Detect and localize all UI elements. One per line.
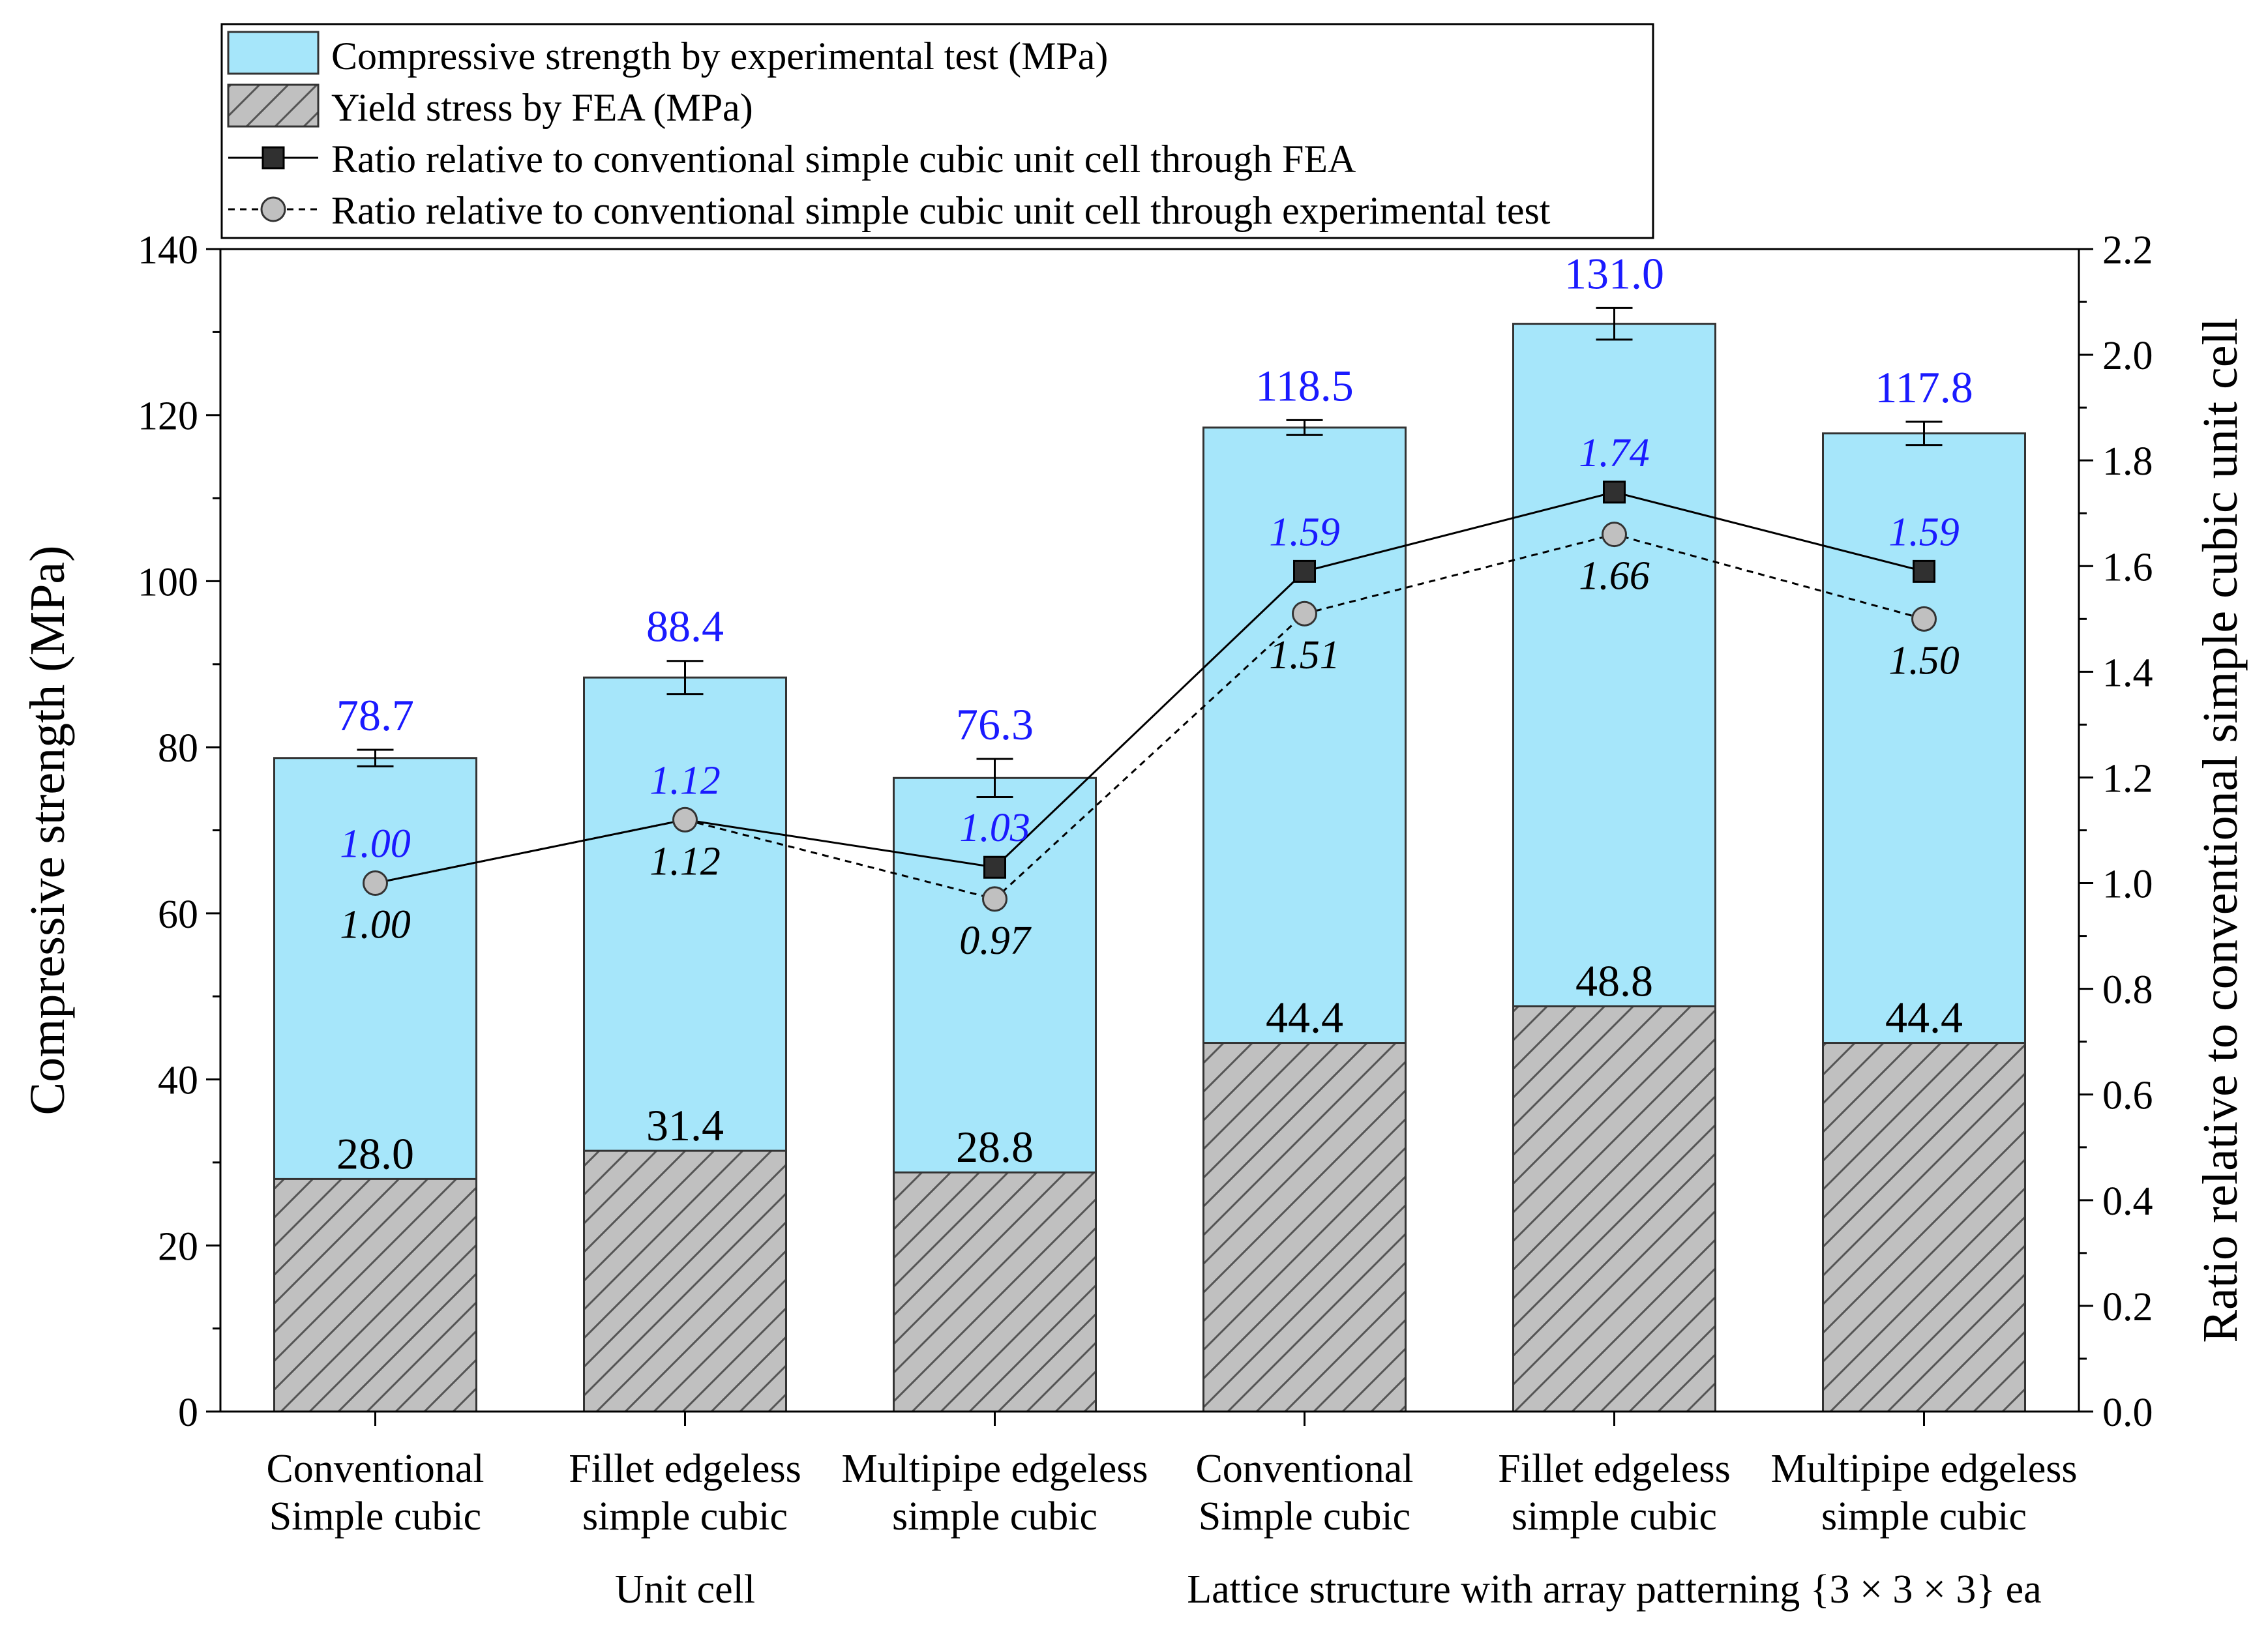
ratio-lines-layer: [363, 481, 1937, 912]
fea-ratio-line: [375, 491, 1924, 885]
fea-value-label: 44.4: [1266, 993, 1343, 1043]
y2-tick-label: 1.0: [2102, 863, 2153, 907]
error-bar-3: [976, 758, 1013, 799]
fea-bar-5: [1512, 1005, 1716, 1413]
fea-value-label: 44.4: [1885, 993, 1963, 1043]
y2-axis-title: Ratio relative to conventional simple cu…: [2193, 318, 2248, 1342]
fea-bar-3: [893, 1171, 1097, 1413]
fea-ratio-label: 1.74: [1579, 431, 1650, 475]
y-tick-label: 80: [158, 726, 198, 771]
x-tick-label-line1: Conventional: [1195, 1447, 1413, 1491]
experimental-ratio-point-2: [672, 807, 698, 833]
x-tick-label-line2: Simple cubic: [269, 1494, 481, 1539]
y2-tick-label: 1.4: [2102, 651, 2153, 695]
error-bar-1: [357, 748, 394, 767]
x-tick-label-line1: Fillet edgeless: [1498, 1447, 1730, 1491]
y2-tick-label: 2.0: [2102, 334, 2153, 378]
x-tick-label-line2: simple cubic: [582, 1494, 788, 1539]
experimental-ratio-point-1: [363, 870, 388, 896]
error-bar-6: [1905, 421, 1943, 447]
y2-tick-label: 1.6: [2102, 545, 2153, 589]
legend-entry-label: Ratio relative to conventional simple cu…: [331, 138, 1356, 181]
legend: Compressive strength by experimental tes…: [220, 23, 1654, 239]
legend-swatch-fea: [227, 83, 320, 128]
fea-bar-6: [1822, 1042, 2026, 1413]
fea-ratio-point-6: [1913, 559, 1935, 583]
error-bar-5: [1596, 306, 1633, 341]
legend-swatch-fea-ratio-marker: [261, 146, 285, 170]
legend-entry-label: Compressive strength by experimental tes…: [331, 35, 1108, 78]
y2-tick-label: 0.6: [2102, 1074, 2153, 1118]
x-tick-label-line2: Simple cubic: [1199, 1494, 1410, 1539]
experimental-ratio-point-4: [1292, 600, 1317, 627]
fea-bar-4: [1202, 1042, 1407, 1413]
experimental-ratio-point-3: [982, 886, 1007, 912]
fea-ratio-label: 1.59: [1269, 510, 1340, 554]
fea-ratio-label: 1.12: [649, 758, 721, 803]
legend-box: [220, 23, 1654, 239]
x-group-label: Lattice structure with array patterning …: [1187, 1567, 2041, 1612]
experimental-ratio-point-6: [1911, 606, 1937, 632]
fea-ratio-label: 1.03: [959, 806, 1030, 850]
fea-ratio-point-4: [1293, 559, 1316, 583]
experimental-ratio-label: 1.66: [1579, 554, 1650, 599]
fea-ratio-point-3: [983, 855, 1006, 879]
x-tick-label-line2: simple cubic: [892, 1494, 1097, 1539]
experimental-value-label: 76.3: [956, 700, 1034, 749]
y2-tick-label: 2.2: [2102, 228, 2153, 273]
axes-layer: 0 20 40 60 80 100 120 140 0.0 0.2 0.4 0.6 0.8 1.0 1.2 1…: [20, 228, 2248, 1612]
error-bar-2: [666, 660, 704, 696]
bar-layer: [273, 306, 2026, 1413]
y-tick-label: 100: [138, 560, 198, 604]
experimental-ratio-point-5: [1602, 522, 1627, 548]
y-tick-label: 60: [158, 893, 198, 937]
x-tick-label-line1: Fillet edgeless: [569, 1447, 801, 1491]
x-tick-label-line1: Multipipe edgeless: [1770, 1447, 2077, 1491]
y2-tick-label: 0.0: [2102, 1391, 2153, 1435]
y-tick-label: 40: [158, 1059, 198, 1103]
fea-ratio-point-5: [1603, 481, 1626, 504]
experimental-value-label: 88.4: [646, 602, 724, 651]
y2-tick-label: 0.8: [2102, 968, 2153, 1013]
x-tick-label-line1: Multipipe edgeless: [841, 1447, 1148, 1491]
fea-value-label: 28.0: [336, 1129, 414, 1178]
y2-tick-label: 0.4: [2102, 1179, 2153, 1224]
x-group-label: Unit cell: [615, 1567, 755, 1612]
fea-bar-1: [273, 1177, 477, 1413]
experimental-ratio-label: 1.00: [340, 903, 411, 947]
y-axis-title: Compressive strength (MPa): [20, 546, 75, 1116]
y-tick-label: 120: [138, 394, 198, 439]
legend-swatch-exp-ratio-marker: [260, 196, 286, 222]
experimental-ratio-label: 0.97: [959, 919, 1032, 963]
x-tick-label-line2: simple cubic: [1512, 1494, 1717, 1539]
experimental-value-label: 118.5: [1255, 361, 1353, 410]
experimental-value-label: 117.8: [1875, 363, 1973, 412]
experimental-value-label: 78.7: [336, 690, 414, 740]
experimental-ratio-label: 1.51: [1269, 633, 1340, 677]
fea-value-label: 48.8: [1575, 956, 1653, 1005]
y-tick-label: 140: [138, 228, 198, 273]
data-labels-layer: 78.7 28.0 1.00 1.00 88.4 31.4 1.12 1.12 76.3 28.8…: [336, 248, 1973, 1178]
fea-value-label: 28.8: [956, 1122, 1034, 1172]
legend-entry-label: Yield stress by FEA (MPa): [331, 86, 753, 129]
experimental-value-label: 131.0: [1564, 248, 1664, 298]
fea-ratio-label: 1.59: [1888, 510, 1960, 554]
y-tick-label: 20: [158, 1224, 198, 1269]
y2-tick-label: 1.2: [2102, 756, 2153, 801]
y2-tick-label: 0.2: [2102, 1285, 2153, 1329]
fea-ratio-label: 1.00: [340, 822, 411, 866]
legend-swatch-experimental: [227, 31, 320, 75]
experimental-ratio-label: 1.50: [1888, 638, 1960, 683]
fea-bar-2: [583, 1149, 787, 1413]
x-tick-label-line1: Conventional: [266, 1447, 484, 1491]
legend-entry-label: Ratio relative to conventional simple cu…: [331, 189, 1551, 232]
fea-value-label: 31.4: [646, 1101, 724, 1150]
experimental-ratio-label: 1.12: [649, 839, 721, 883]
y-tick-label: 0: [178, 1391, 198, 1435]
x-tick-label-line2: simple cubic: [1821, 1494, 2027, 1539]
error-bar-4: [1286, 419, 1323, 436]
plot-frame: [219, 248, 2080, 1413]
y2-tick-label: 1.8: [2102, 439, 2153, 484]
